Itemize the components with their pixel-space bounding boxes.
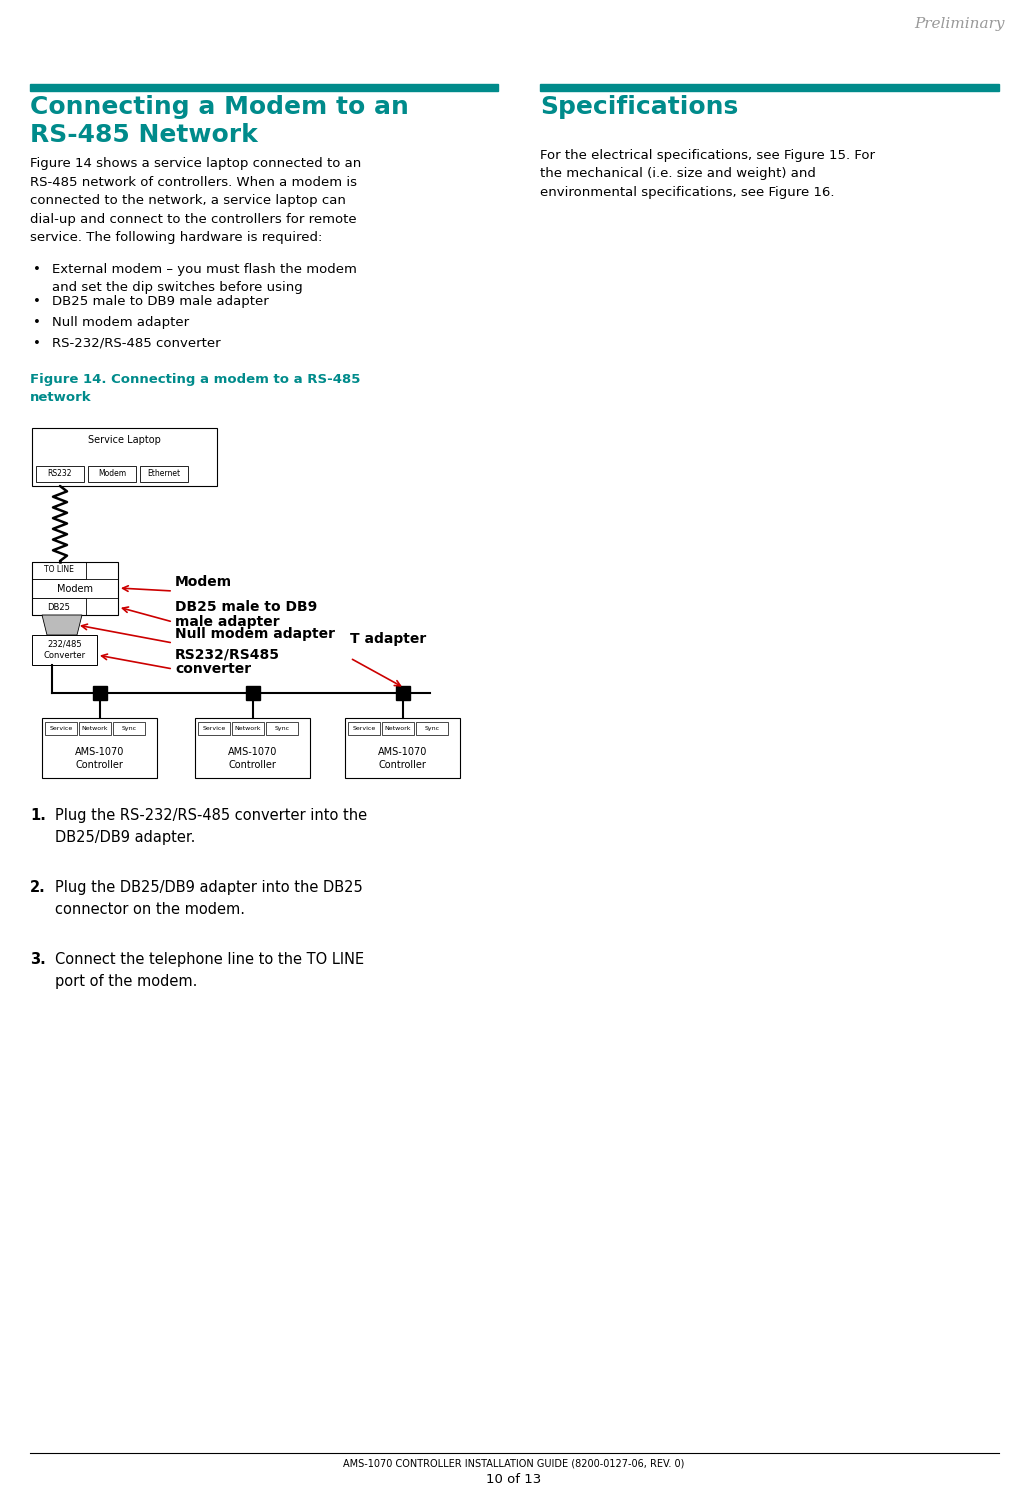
Text: network: network bbox=[30, 391, 92, 404]
Text: RS-232/RS-485 converter: RS-232/RS-485 converter bbox=[52, 337, 220, 350]
Bar bbox=[30, 83, 498, 91]
Bar bbox=[140, 467, 188, 482]
Text: Controller: Controller bbox=[228, 760, 277, 769]
Text: Figure 14 shows a service laptop connected to an
RS-485 network of controllers. : Figure 14 shows a service laptop connect… bbox=[30, 157, 361, 245]
Text: converter: converter bbox=[175, 662, 251, 675]
Text: Modem: Modem bbox=[98, 470, 127, 479]
Text: Controller: Controller bbox=[379, 760, 426, 769]
Text: AMS-1070: AMS-1070 bbox=[227, 747, 277, 757]
Bar bbox=[32, 635, 97, 665]
Text: Service Laptop: Service Laptop bbox=[88, 435, 161, 444]
Text: Service: Service bbox=[203, 726, 225, 731]
Bar bbox=[32, 428, 217, 486]
Text: 2.: 2. bbox=[30, 880, 45, 895]
Text: Network: Network bbox=[81, 726, 108, 731]
Text: AMS-1070 CONTROLLER INSTALLATION GUIDE (8200-0127-06, REV. 0): AMS-1070 CONTROLLER INSTALLATION GUIDE (… bbox=[344, 1460, 684, 1469]
Bar bbox=[93, 686, 106, 699]
Text: External modem – you must flash the modem
and set the dip switches before using: External modem – you must flash the mode… bbox=[52, 262, 357, 294]
Text: AMS-1070: AMS-1070 bbox=[378, 747, 427, 757]
Text: AMS-1070: AMS-1070 bbox=[75, 747, 125, 757]
Bar bbox=[267, 722, 298, 735]
Bar bbox=[42, 719, 157, 778]
Text: Sync: Sync bbox=[275, 726, 289, 731]
Bar bbox=[32, 598, 86, 614]
Text: Service: Service bbox=[49, 726, 73, 731]
Bar bbox=[32, 562, 86, 579]
Bar bbox=[416, 722, 448, 735]
Text: Null modem adapter: Null modem adapter bbox=[175, 628, 335, 641]
Bar bbox=[45, 722, 77, 735]
Bar bbox=[79, 722, 111, 735]
Text: Plug the RS-232/RS-485 converter into the
DB25/DB9 adapter.: Plug the RS-232/RS-485 converter into th… bbox=[55, 808, 367, 844]
Text: DB25 male to DB9 male adapter: DB25 male to DB9 male adapter bbox=[52, 295, 269, 309]
Polygon shape bbox=[42, 614, 82, 635]
Text: Connect the telephone line to the TO LINE
port of the modem.: Connect the telephone line to the TO LIN… bbox=[55, 951, 364, 989]
Bar bbox=[32, 562, 118, 614]
Text: RS-485 Network: RS-485 Network bbox=[30, 122, 257, 148]
Bar bbox=[382, 722, 414, 735]
Text: Converter: Converter bbox=[43, 652, 85, 661]
Text: Ethernet: Ethernet bbox=[147, 470, 180, 479]
Text: •: • bbox=[33, 262, 41, 276]
Text: 3.: 3. bbox=[30, 951, 45, 968]
Text: 10 of 13: 10 of 13 bbox=[487, 1473, 541, 1487]
Bar bbox=[32, 579, 118, 598]
Text: TO LINE: TO LINE bbox=[44, 565, 74, 574]
Text: Modem: Modem bbox=[175, 576, 233, 589]
Text: •: • bbox=[33, 295, 41, 309]
Text: Sync: Sync bbox=[424, 726, 439, 731]
Text: •: • bbox=[33, 316, 41, 330]
Bar bbox=[36, 467, 84, 482]
Text: Service: Service bbox=[352, 726, 376, 731]
Bar bbox=[88, 467, 136, 482]
Text: 232/485: 232/485 bbox=[47, 640, 82, 649]
Bar bbox=[232, 722, 264, 735]
Text: Controller: Controller bbox=[75, 760, 123, 769]
Text: Figure 14. Connecting a modem to a RS-485: Figure 14. Connecting a modem to a RS-48… bbox=[30, 373, 360, 386]
Text: T adapter: T adapter bbox=[350, 632, 426, 646]
Text: DB25 male to DB9: DB25 male to DB9 bbox=[175, 599, 317, 614]
Text: 1.: 1. bbox=[30, 808, 46, 823]
Text: Sync: Sync bbox=[121, 726, 137, 731]
Text: Preliminary: Preliminary bbox=[915, 16, 1005, 31]
Text: Connecting a Modem to an: Connecting a Modem to an bbox=[30, 95, 409, 119]
Bar bbox=[395, 686, 410, 699]
Text: DB25: DB25 bbox=[47, 602, 70, 611]
Text: •: • bbox=[33, 337, 41, 350]
Text: For the electrical specifications, see Figure 15. For
the mechanical (i.e. size : For the electrical specifications, see F… bbox=[540, 149, 875, 198]
Bar bbox=[113, 722, 145, 735]
Bar bbox=[345, 719, 460, 778]
Bar bbox=[246, 686, 259, 699]
Bar bbox=[198, 722, 230, 735]
Text: RS232/RS485: RS232/RS485 bbox=[175, 647, 280, 661]
Text: Plug the DB25/DB9 adapter into the DB25
connector on the modem.: Plug the DB25/DB9 adapter into the DB25 … bbox=[55, 880, 363, 917]
Text: RS232: RS232 bbox=[47, 470, 72, 479]
Bar bbox=[540, 83, 999, 91]
Bar bbox=[348, 722, 380, 735]
Text: Specifications: Specifications bbox=[540, 95, 738, 119]
Text: Network: Network bbox=[385, 726, 412, 731]
Text: Null modem adapter: Null modem adapter bbox=[52, 316, 189, 330]
Text: Network: Network bbox=[235, 726, 261, 731]
Bar bbox=[196, 719, 310, 778]
Text: male adapter: male adapter bbox=[175, 614, 280, 629]
Text: Modem: Modem bbox=[57, 584, 93, 593]
